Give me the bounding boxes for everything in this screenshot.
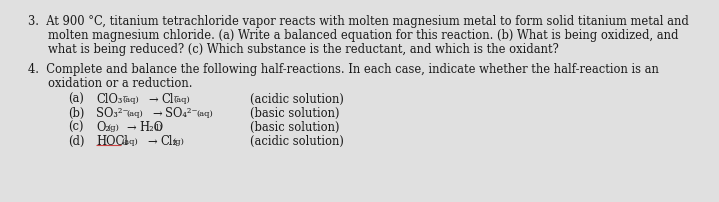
Text: Cl₂: Cl₂: [160, 134, 177, 147]
Text: SO₃²⁻: SO₃²⁻: [96, 106, 129, 119]
Text: →: →: [147, 134, 157, 147]
Text: (aq): (aq): [122, 96, 139, 103]
Text: (acidic solution): (acidic solution): [250, 93, 344, 105]
Text: ClO₃⁻: ClO₃⁻: [96, 93, 129, 105]
Text: Cl⁻: Cl⁻: [161, 93, 180, 105]
Text: (b): (b): [68, 106, 84, 119]
Text: →: →: [152, 106, 162, 119]
Text: (g): (g): [172, 137, 184, 145]
Text: O₂: O₂: [96, 120, 110, 133]
Text: (acidic solution): (acidic solution): [250, 134, 344, 147]
Text: (d): (d): [68, 134, 85, 147]
Text: →: →: [126, 120, 136, 133]
Text: (c): (c): [68, 120, 83, 133]
Text: (aq): (aq): [121, 137, 138, 145]
Text: (aq): (aq): [126, 109, 143, 117]
Text: (aq): (aq): [196, 109, 213, 117]
Text: 3.  At 900 °C, titanium tetrachloride vapor reacts with molten magnesium metal t: 3. At 900 °C, titanium tetrachloride vap…: [28, 15, 689, 28]
Text: (l): (l): [153, 123, 162, 131]
Text: (basic solution): (basic solution): [250, 120, 339, 133]
Text: (aq): (aq): [173, 96, 190, 103]
Text: →: →: [148, 93, 157, 105]
Text: (a): (a): [68, 93, 84, 105]
Text: (g): (g): [107, 123, 119, 131]
Text: molten magnesium chloride. (a) Write a balanced equation for this reaction. (b) : molten magnesium chloride. (a) Write a b…: [48, 29, 679, 42]
Text: H₂O: H₂O: [139, 120, 163, 133]
Text: oxidation or a reduction.: oxidation or a reduction.: [48, 77, 193, 89]
Text: 4.  Complete and balance the following half-reactions. In each case, indicate wh: 4. Complete and balance the following ha…: [28, 63, 659, 76]
Text: (basic solution): (basic solution): [250, 106, 339, 119]
Text: SO₄²⁻: SO₄²⁻: [165, 106, 198, 119]
Text: what is being reduced? (c) Which substance is the reductant, and which is the ox: what is being reduced? (c) Which substan…: [48, 43, 559, 56]
Text: HOCl: HOCl: [96, 134, 128, 147]
